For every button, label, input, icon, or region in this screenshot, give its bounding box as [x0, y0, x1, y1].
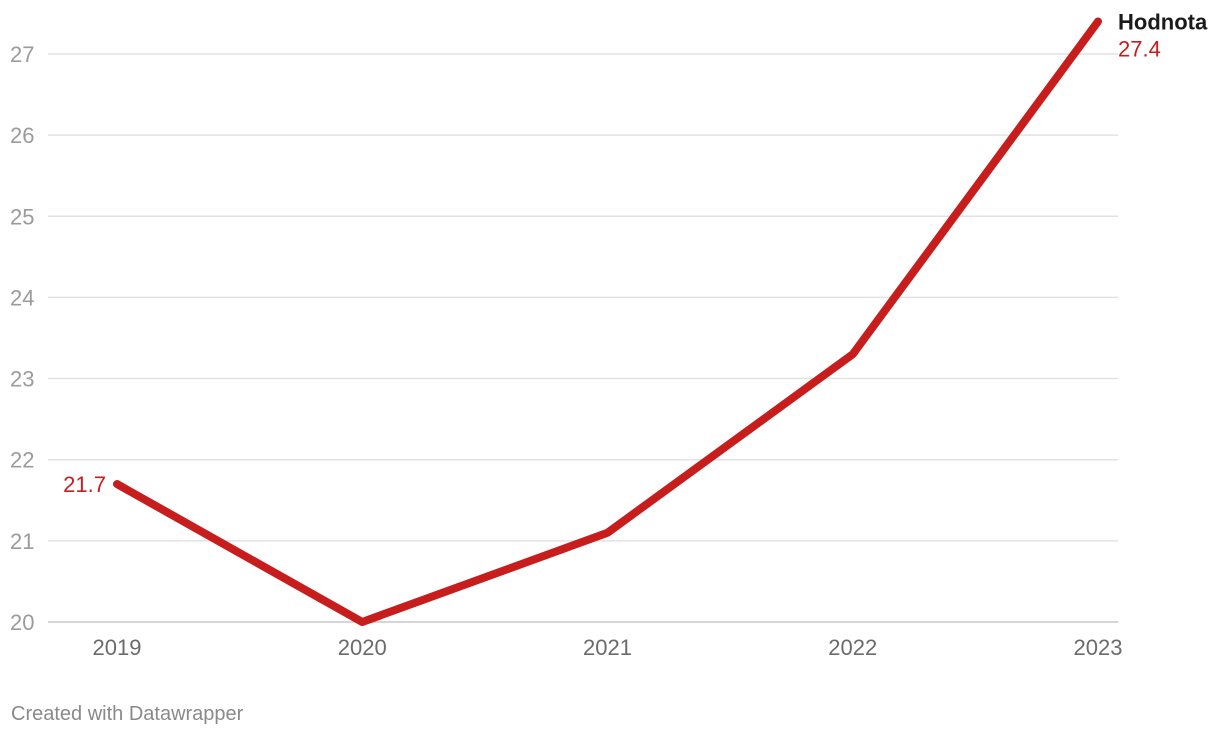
x-tick-label: 2023 — [1074, 635, 1123, 660]
data-labels: Hodnota 21.7 27.4 — [63, 10, 1208, 498]
data-label: 21.7 — [63, 472, 106, 497]
x-axis-tick-labels: 2019 2020 2021 2022 2023 — [93, 635, 1123, 660]
y-tick-label: 24 — [10, 285, 34, 310]
y-tick-label: 25 — [10, 204, 34, 229]
x-tick-label: 2020 — [338, 635, 387, 660]
series-name-label: Hodnota — [1118, 10, 1208, 35]
gridlines — [48, 53, 1118, 623]
y-tick-label: 23 — [10, 367, 34, 392]
x-tick-label: 2019 — [93, 635, 142, 660]
y-tick-label: 20 — [10, 610, 34, 635]
x-tick-label: 2022 — [828, 635, 877, 660]
series-line — [113, 17, 1102, 626]
data-label: 27.4 — [1118, 37, 1161, 62]
y-tick-label: 26 — [10, 123, 34, 148]
y-axis-tick-labels: 20 21 22 23 24 25 26 27 — [10, 42, 34, 635]
y-tick-label: 21 — [10, 529, 34, 554]
x-tick-label: 2021 — [583, 635, 632, 660]
credit-text: Created with Datawrapper — [11, 703, 244, 725]
y-tick-label: 27 — [10, 42, 34, 67]
series-lines — [113, 17, 1102, 626]
y-tick-label: 22 — [10, 448, 34, 473]
